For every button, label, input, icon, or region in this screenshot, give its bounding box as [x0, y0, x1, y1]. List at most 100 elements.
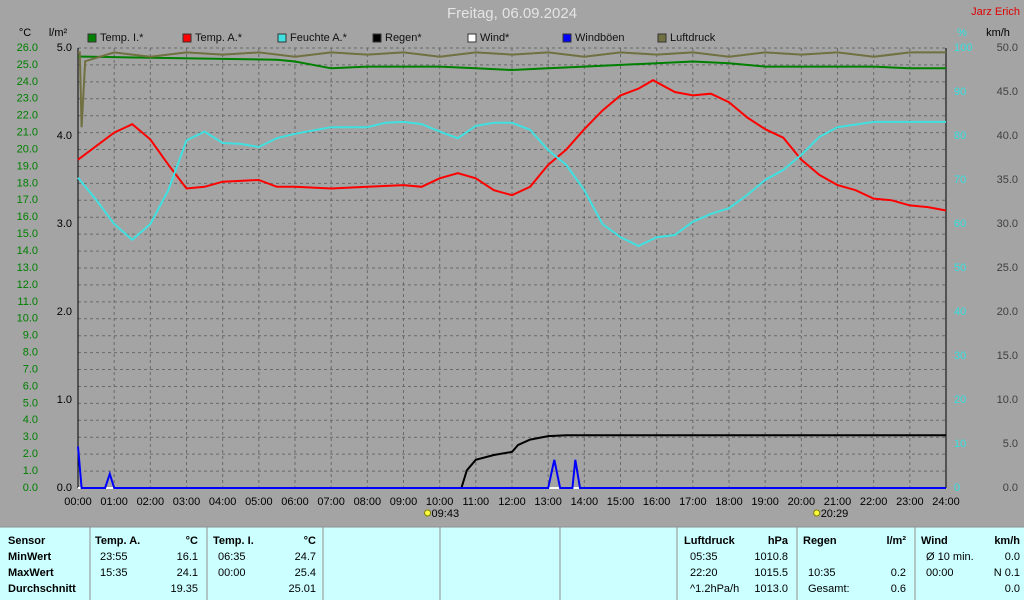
x-tick-label: 21:00	[824, 496, 852, 508]
table-header: Temp. A.	[95, 535, 140, 547]
x-tick-label: 16:00	[643, 496, 671, 508]
y-tick-label: 20.0	[17, 143, 38, 155]
y4-tick-label: 20.0	[997, 306, 1018, 318]
series-line	[77, 120, 946, 248]
y-unit: °C	[19, 27, 31, 39]
y-tick-label: 3.0	[23, 431, 38, 443]
row-label: Durchschnitt	[8, 583, 76, 595]
y-tick-label: 2.0	[23, 448, 38, 460]
x-tick-label: 07:00	[317, 496, 345, 508]
y3-tick-label: 4.0	[57, 130, 72, 142]
table-header: °C	[186, 535, 198, 547]
series-line	[77, 446, 946, 489]
x-tick-label: 10:00	[426, 496, 454, 508]
y2-tick-label: 90	[954, 86, 966, 98]
x-tick-label: 09:00	[390, 496, 418, 508]
y-tick-label: 13.0	[17, 262, 38, 274]
y3-tick-label: 3.0	[57, 218, 72, 230]
table-header: hPa	[768, 535, 789, 547]
y-tick-label: 1.0	[23, 465, 38, 477]
y-tick-label: 5.0	[23, 397, 38, 409]
y4-tick-label: 5.0	[1003, 438, 1018, 450]
x-tick-label: 08:00	[354, 496, 382, 508]
legend-swatch	[277, 33, 287, 43]
table-cell: 25.4	[295, 567, 316, 579]
table-cell: 0.0	[1005, 551, 1020, 563]
y4-tick-label: 50.0	[997, 42, 1018, 54]
table-header: l/m²	[886, 535, 906, 547]
table-header: Regen	[803, 535, 837, 547]
author: Jarz Erich	[971, 6, 1020, 18]
y-tick-label: 4.0	[23, 414, 38, 426]
table-cell: 1015.5	[754, 567, 788, 579]
x-tick-label: 00:00	[64, 496, 92, 508]
y-tick-label: 16.0	[17, 211, 38, 223]
table-header: °C	[304, 535, 316, 547]
legend-label: Wind*	[480, 32, 510, 44]
x-tick-label: 01:00	[100, 496, 128, 508]
table-cell: 24.7	[295, 551, 316, 563]
sun-time-label: 09:43	[432, 508, 460, 520]
table-cell: ^1.2hPa/h	[690, 583, 739, 595]
y2-tick-label: 80	[954, 130, 966, 142]
legend-swatch	[467, 33, 477, 43]
y-tick-label: 21.0	[17, 127, 38, 139]
y2-tick-label: 50	[954, 262, 966, 274]
x-tick-label: 05:00	[245, 496, 273, 508]
y4-tick-label: 40.0	[997, 130, 1018, 142]
x-tick-label: 13:00	[534, 496, 562, 508]
x-tick-label: 12:00	[498, 496, 526, 508]
y-tick-label: 23.0	[17, 93, 38, 105]
y-tick-label: 11.0	[17, 296, 38, 308]
y-tick-label: 9.0	[23, 330, 38, 342]
legend-swatch	[182, 33, 192, 43]
y-tick-label: 8.0	[23, 347, 38, 359]
y-tick-label: 17.0	[17, 194, 38, 206]
table-cell: 06:35	[218, 551, 246, 563]
x-tick-label: 03:00	[173, 496, 201, 508]
series-line	[78, 51, 946, 128]
sun-time-label: 20:29	[821, 508, 849, 520]
y3-tick-label: 5.0	[57, 42, 72, 54]
table-cell: 0.6	[891, 583, 906, 595]
chart-title: Freitag, 06.09.2024	[447, 5, 577, 22]
y2-unit: %	[957, 27, 967, 39]
legend-label: Feuchte A.*	[290, 32, 348, 44]
y-tick-label: 7.0	[23, 363, 38, 375]
y2-tick-label: 100	[954, 42, 972, 54]
legend-swatch	[657, 33, 667, 43]
y4-unit: km/h	[986, 27, 1010, 39]
y4-tick-label: 30.0	[997, 218, 1018, 230]
x-tick-label: 06:00	[281, 496, 309, 508]
table-background	[0, 527, 1024, 600]
x-tick-label: 14:00	[571, 496, 599, 508]
table-cell: 1010.8	[754, 551, 788, 563]
x-tick-label: 23:00	[896, 496, 924, 508]
row-label: MaxWert	[8, 567, 54, 579]
sun-marker	[813, 509, 821, 517]
y2-tick-label: 10	[954, 438, 966, 450]
table-cell: 25.01	[288, 583, 316, 595]
y4-tick-label: 15.0	[997, 350, 1018, 362]
y-tick-label: 19.0	[17, 160, 38, 172]
y-tick-label: 0.0	[23, 482, 38, 494]
sun-marker	[424, 509, 432, 517]
table-cell: N 0.1	[994, 567, 1020, 579]
table-header: Luftdruck	[684, 535, 736, 547]
legend-label: Regen*	[385, 32, 422, 44]
y-tick-label: 25.0	[17, 59, 38, 71]
table-cell: 0.0	[1005, 583, 1020, 595]
table-cell: Gesamt:	[808, 583, 850, 595]
legend-swatch	[87, 33, 97, 43]
y4-tick-label: 25.0	[997, 262, 1018, 274]
x-tick-label: 24:00	[932, 496, 960, 508]
y4-tick-label: 0.0	[1003, 482, 1018, 494]
legend-label: Windböen	[575, 32, 625, 44]
y3-tick-label: 2.0	[57, 306, 72, 318]
y4-tick-label: 10.0	[997, 394, 1018, 406]
y2-tick-label: 30	[954, 350, 966, 362]
legend-swatch	[562, 33, 572, 43]
y-tick-label: 12.0	[17, 279, 38, 291]
y-tick-label: 15.0	[17, 228, 38, 240]
